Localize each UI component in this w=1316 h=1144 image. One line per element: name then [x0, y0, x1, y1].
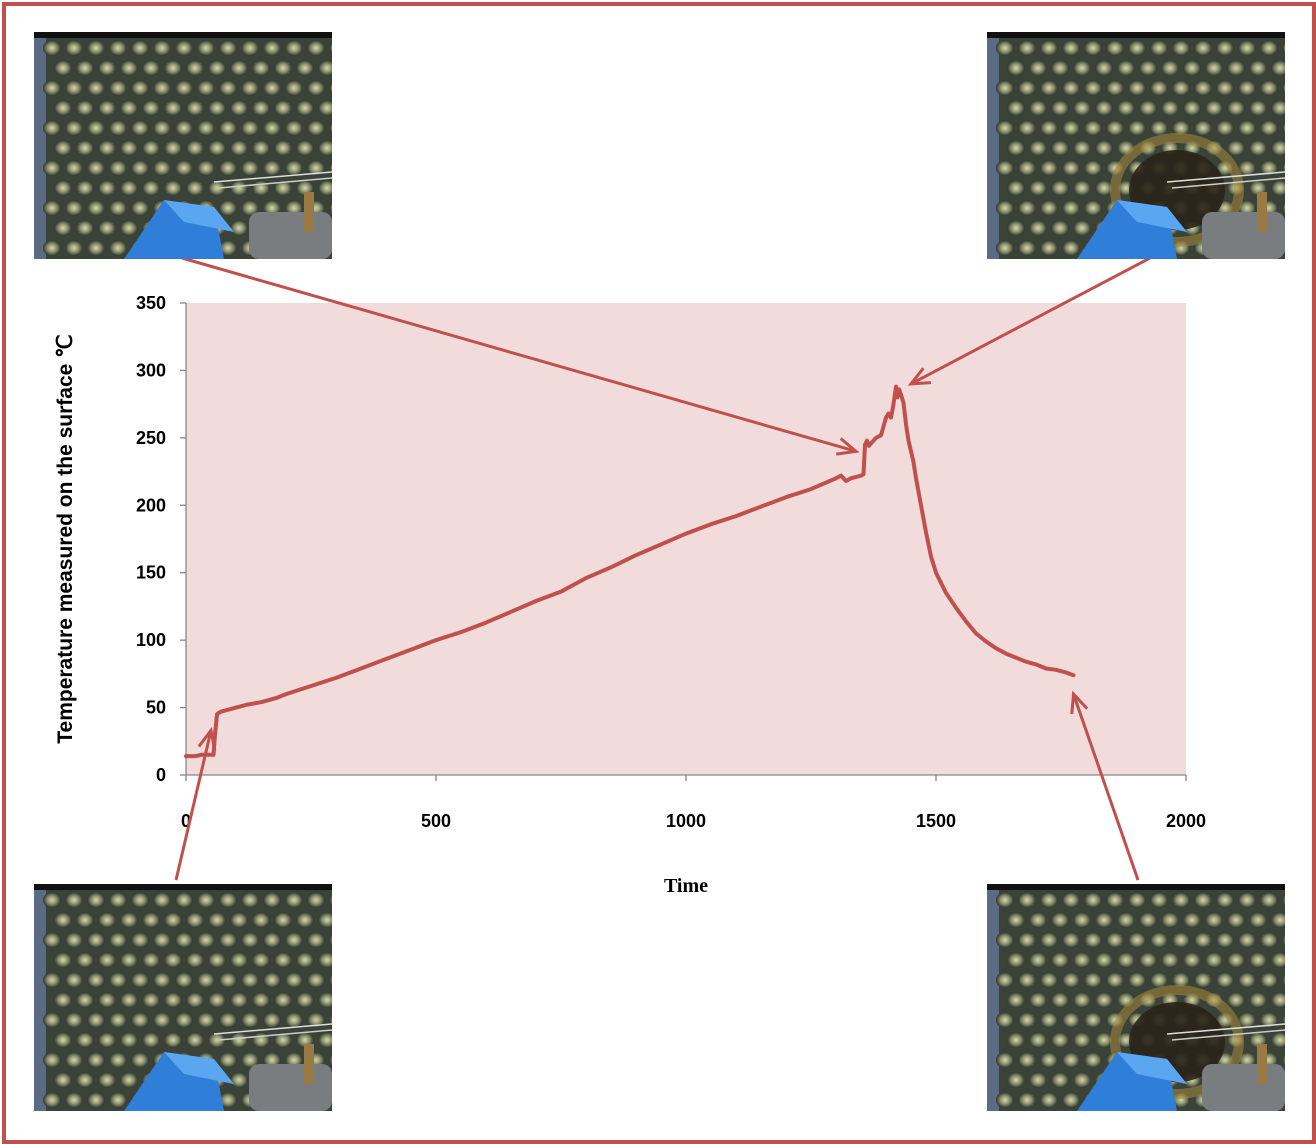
arrowhead-bottom-right	[1070, 690, 1089, 715]
arrow-bottom-left	[174, 730, 213, 881]
arrow-bottom-right	[1072, 693, 1140, 881]
y-tick-label: 150	[136, 563, 166, 583]
y-tick-label: 300	[136, 360, 166, 380]
y-tick-label: 250	[136, 428, 166, 448]
y-tick-label: 350	[136, 293, 166, 313]
y-tick-label: 100	[136, 630, 166, 650]
arrowhead-bottom-left	[197, 726, 217, 751]
y-tick-label: 50	[146, 698, 166, 718]
tick-labels: 0 50 100 150 200 250 300 350 0 500 1000 1500 2000	[136, 293, 1206, 831]
photo-ignition-thumbnail	[34, 884, 332, 1111]
y-axis-label: Temperature measured on the surface ℃	[54, 334, 77, 744]
x-tick-label: 500	[421, 811, 451, 831]
photo-peak-thumbnail	[987, 32, 1285, 259]
x-axis-label: Time	[664, 875, 708, 897]
x-tick-label: 2000	[1166, 811, 1206, 831]
arrow-top-right	[910, 256, 1151, 386]
photo-end-thumbnail	[987, 884, 1285, 1111]
photo-start-thumbnail	[34, 32, 332, 259]
arrow-top-left	[181, 256, 857, 453]
annotation-arrows	[174, 256, 1151, 881]
y-tick-label: 200	[136, 495, 166, 515]
x-tick-label: 1000	[666, 811, 706, 831]
temperature-series-line	[184, 384, 1076, 759]
axes	[180, 302, 1187, 781]
x-tick-label: 1500	[916, 811, 956, 831]
arrowhead-top-right	[907, 367, 932, 386]
y-tick-label: 0	[156, 765, 166, 785]
x-tick-label: 0	[181, 811, 191, 831]
arrowhead-top-left	[835, 437, 860, 456]
plot-area	[186, 303, 1186, 775]
